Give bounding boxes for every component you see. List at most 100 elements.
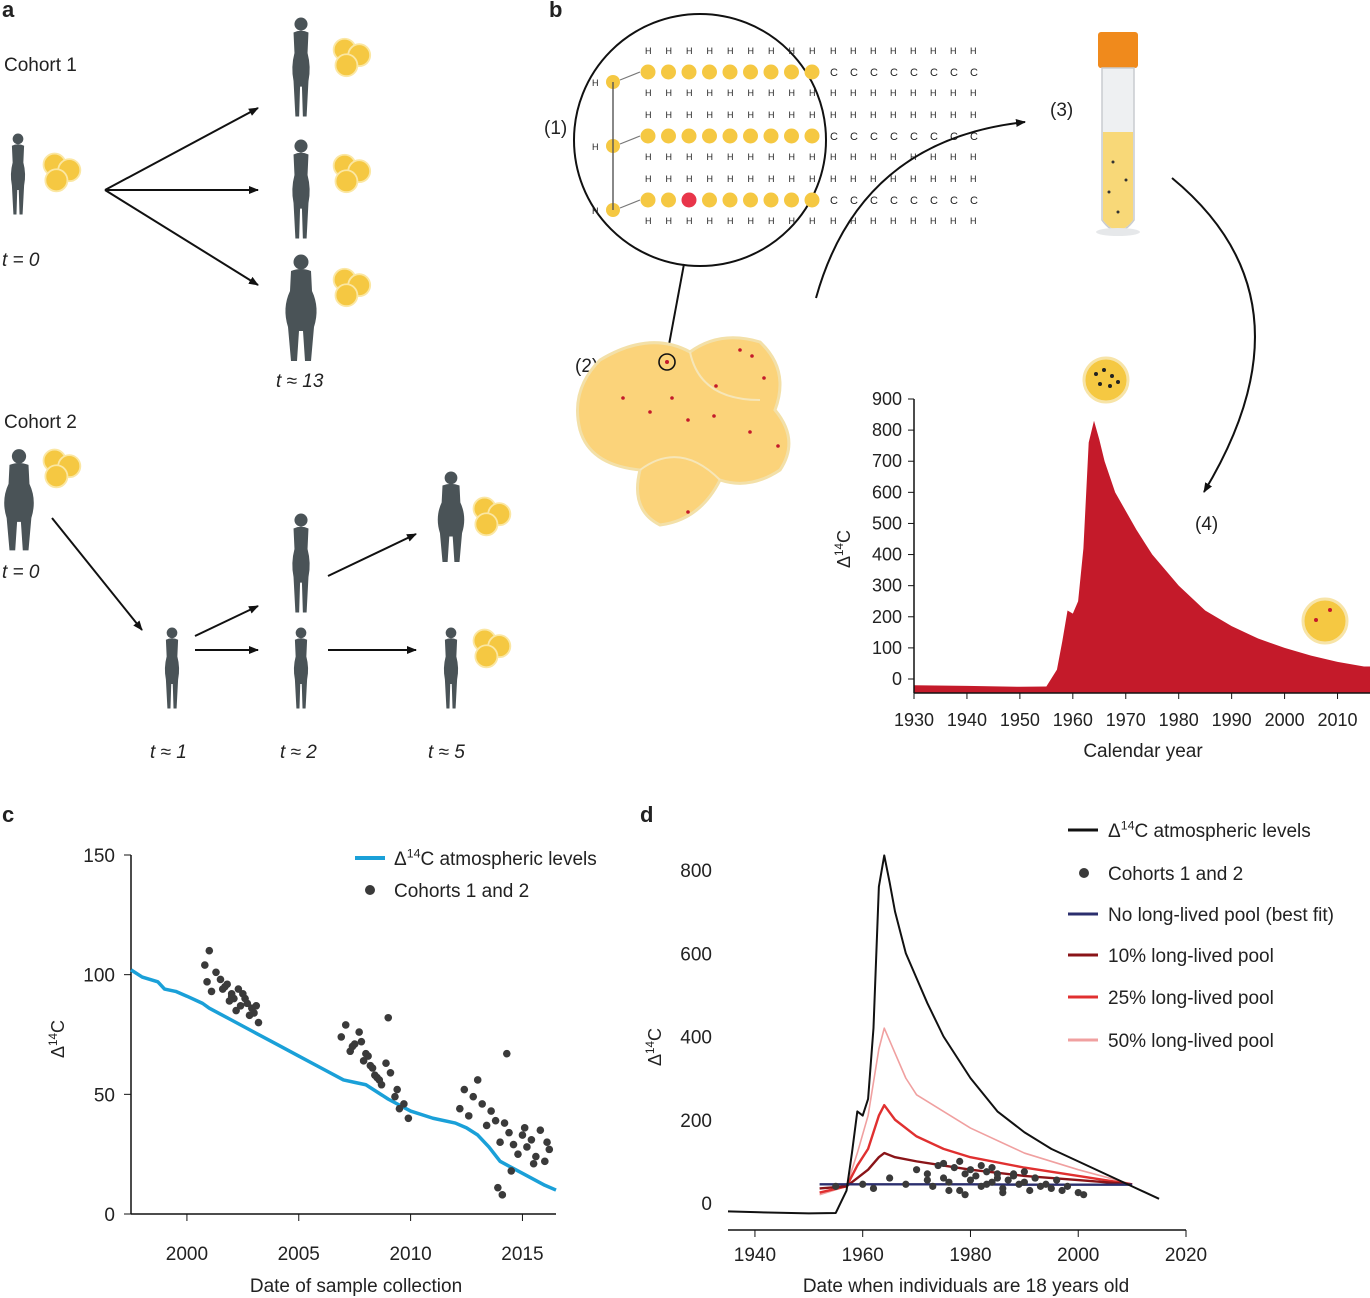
data-point-cohort	[956, 1186, 964, 1195]
carbon-atom	[661, 64, 676, 80]
panel-d: d 0 200 400 600 800 1940 1960 1980 2000 2020 Δ14C …	[640, 802, 1334, 1297]
data-point-cohort	[212, 968, 220, 977]
hydrogen-label: H	[789, 46, 796, 56]
data-point-cohort	[536, 1126, 545, 1135]
carbon-atom	[640, 192, 656, 208]
cohort1-t0: t = 0	[2, 250, 40, 271]
legend-swatch	[1079, 868, 1089, 878]
hydrogen-label: H	[592, 206, 599, 216]
carbon-atom	[804, 192, 820, 208]
data-point-cohort	[384, 1013, 393, 1022]
x-tick-label: 2000	[1265, 710, 1305, 730]
data-point-cohort	[950, 1164, 958, 1172]
data-point-cohort	[1053, 1176, 1061, 1184]
data-point-cohort	[972, 1172, 980, 1180]
carbon-label: C	[970, 131, 978, 143]
panel-letter-a: a	[2, 0, 15, 22]
hydrogen-label: H	[830, 110, 837, 120]
hydrogen-label: H	[727, 216, 734, 226]
panel-b: b (1) (2) (3) (4) HHHHHHHHHHHHHHHHHHCHHC…	[544, 0, 1370, 762]
y-tick-label: 100	[872, 638, 902, 658]
x-axis-title: Date when individuals are 18 years old	[803, 1276, 1129, 1297]
x-tick-label: 1960	[1053, 710, 1093, 730]
data-point-cohort	[395, 1104, 404, 1113]
carbon-label: C	[950, 195, 958, 207]
data-point-cohort	[494, 1183, 502, 1192]
hydrogen-label: H	[645, 88, 652, 98]
x-tick-label: 2000	[166, 1244, 208, 1265]
data-point-cohort	[923, 1170, 931, 1178]
carbon-label: C	[830, 195, 838, 207]
x-tick-label: 2000	[1057, 1245, 1099, 1266]
data-point-cohort	[400, 1100, 408, 1108]
data-point-cohort	[545, 1145, 554, 1154]
person-silhouette-heavy-icon	[4, 449, 34, 551]
data-point-cohort	[543, 1138, 551, 1146]
hydrogen-label: H	[686, 88, 693, 98]
hydrogen-label: H	[707, 88, 714, 98]
carbon-atom	[661, 128, 676, 144]
legend-swatch-cohorts	[365, 885, 375, 895]
fat-cells-icon	[472, 628, 512, 669]
hydrogen-label: H	[809, 216, 816, 226]
data-point-cohort	[1063, 1182, 1072, 1190]
y-tick-label: 200	[872, 607, 902, 627]
carbon-label: C	[870, 131, 878, 143]
cohort1-label: Cohort 1	[4, 55, 77, 76]
x-tick-label: 2015	[501, 1244, 543, 1265]
hydrogen-label: H	[666, 216, 673, 226]
data-point-cohort	[977, 1161, 985, 1170]
carbon-label: C	[870, 195, 878, 207]
y-tick-label: 800	[680, 861, 712, 882]
hydrogen-label: H	[768, 174, 775, 184]
legend-label: 25% long-lived pool	[1108, 988, 1274, 1009]
x-axis-title: Date of sample collection	[250, 1276, 462, 1297]
label-3: (3)	[1050, 100, 1073, 121]
person-silhouette-icon	[292, 513, 310, 613]
hydrogen-label: H	[592, 78, 599, 88]
cohort2-t0: t = 0	[2, 562, 40, 583]
hydrogen-label: H	[890, 46, 897, 56]
carbon-atom	[804, 128, 820, 144]
hydrogen-label: H	[666, 152, 673, 162]
data-point-cohort	[456, 1104, 464, 1113]
hydrogen-label: H	[789, 216, 796, 226]
hydrogen-label: H	[666, 174, 673, 184]
hydrogen-label: H	[768, 110, 775, 120]
hydrogen-label: H	[970, 46, 977, 56]
hydrogen-label: H	[748, 88, 755, 98]
y-tick-label: 300	[872, 576, 902, 596]
data-point-cohort	[469, 1092, 478, 1101]
carbon-atom	[784, 128, 799, 144]
hydrogen-label: H	[910, 152, 917, 162]
x-tick-label: 1940	[947, 710, 987, 730]
legend-label-atmospheric: Δ14C atmospheric levels	[394, 846, 597, 870]
hydrogen-label: H	[809, 152, 816, 162]
x-tick-label: 1990	[1212, 710, 1252, 730]
hydrogen-label: H	[890, 216, 897, 226]
legend-label: Δ14C atmospheric levels	[1108, 818, 1311, 842]
hydrogen-label: H	[789, 88, 796, 98]
data-point-cohort	[509, 1140, 518, 1149]
carbon-label: C	[950, 67, 958, 79]
data-point-cohort	[487, 1107, 495, 1115]
hydrogen-label: H	[870, 216, 877, 226]
arrow	[1171, 177, 1256, 493]
carbon-atom	[763, 64, 779, 80]
fat-cells-icon	[42, 152, 82, 193]
data-point-cohort	[869, 1184, 878, 1193]
hydrogen-label: H	[970, 174, 977, 184]
data-point-cohort	[945, 1178, 953, 1186]
x-tick-label: 1940	[734, 1245, 776, 1266]
x-tick-label: 2010	[1318, 710, 1358, 730]
data-point-cohort	[498, 1191, 507, 1199]
fat-cells-icon	[332, 267, 372, 308]
hydrogen-label: H	[645, 152, 652, 162]
hydrogen-label: H	[850, 110, 857, 120]
x-tick-label: 2020	[1165, 1245, 1207, 1266]
hydrogen-label: H	[592, 142, 599, 152]
person-silhouette-icon	[164, 627, 180, 709]
person-silhouette-heavy-icon	[285, 254, 317, 361]
data-point-cohort	[1080, 1191, 1088, 1199]
carbon-atom	[763, 192, 779, 208]
